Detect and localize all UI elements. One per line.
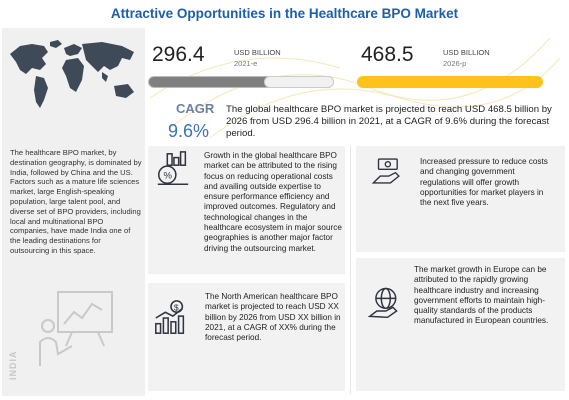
svg-text:$: $ bbox=[174, 302, 179, 312]
market-2021-year: 2021-e bbox=[234, 59, 258, 68]
market-2026-bar bbox=[357, 76, 543, 88]
market-2021-value: 296.4 bbox=[152, 43, 205, 66]
insight-cost-text: Increased pressure to reduce costs and c… bbox=[420, 157, 548, 208]
insight-box-north-america bbox=[148, 283, 345, 391]
cagr-value: 9.6% bbox=[168, 121, 210, 141]
insight-box-growth bbox=[148, 146, 345, 274]
presenter-chart-icon bbox=[39, 291, 113, 366]
insight-box-europe bbox=[356, 258, 565, 391]
globe-hand-icon bbox=[367, 287, 398, 319]
column-divider bbox=[350, 146, 351, 394]
cost-chart-icon: % bbox=[157, 151, 189, 185]
left-panel-text: The healthcare BPO market, by destinatio… bbox=[10, 148, 142, 255]
market-2026-unit: USD BILLION bbox=[443, 48, 490, 57]
insight-north-america-text: The North American healthcare BPO market… bbox=[205, 292, 341, 343]
cagr-label: CAGR bbox=[176, 101, 215, 116]
left-panel: The healthcare BPO market, by destinatio… bbox=[2, 28, 145, 396]
market-2026-value: 468.5 bbox=[361, 43, 414, 66]
market-2021-bar bbox=[148, 76, 334, 88]
india-vertical-label: INDIA bbox=[8, 350, 18, 381]
world-map-icon bbox=[10, 40, 134, 108]
insight-growth-text: Growth in the global healthcare BPO mark… bbox=[204, 151, 342, 253]
dollar-growth-icon: $ bbox=[155, 300, 185, 334]
cagr-description: The global healthcare BPO market is proj… bbox=[226, 104, 552, 139]
page-title: Attractive Opportunities in the Healthca… bbox=[110, 6, 459, 21]
insight-europe-text: The market growth in Europe can be attri… bbox=[414, 265, 549, 326]
market-2026-year: 2026-p bbox=[443, 59, 467, 68]
market-2021-unit: USD BILLION bbox=[234, 48, 281, 57]
money-hand-icon bbox=[371, 158, 400, 184]
svg-text:%: % bbox=[164, 171, 173, 182]
